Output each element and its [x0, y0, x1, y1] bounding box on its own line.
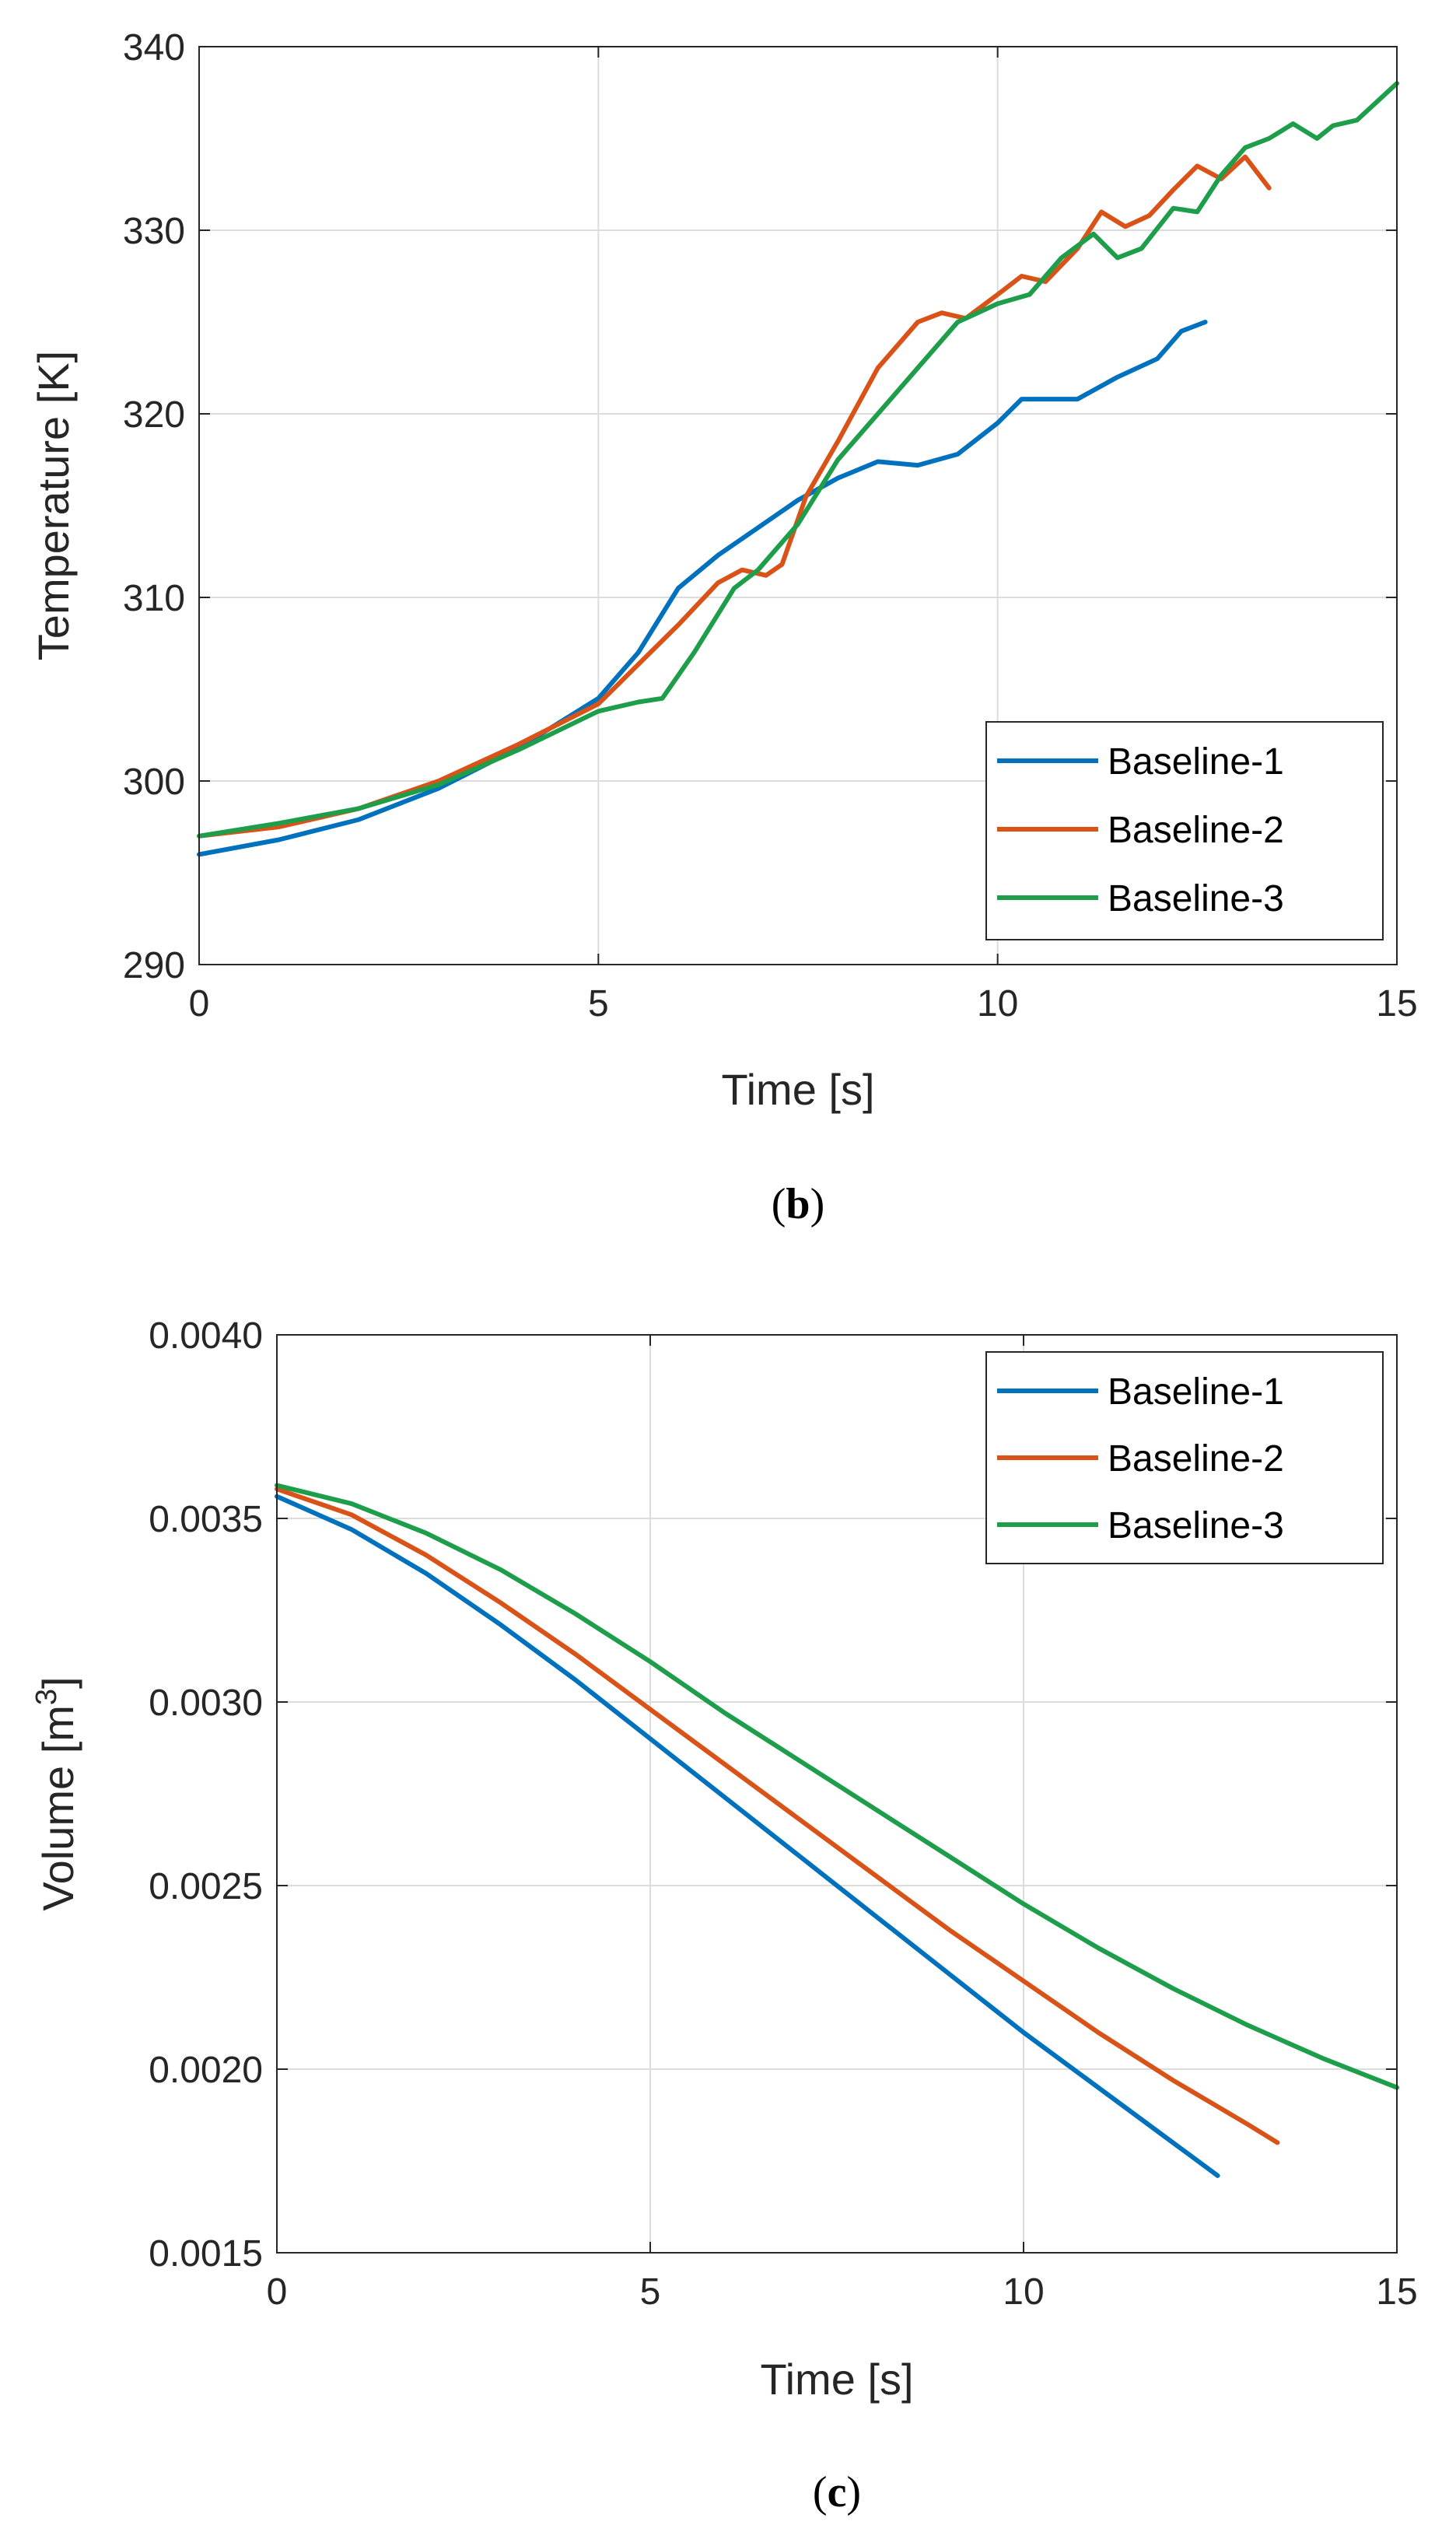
temperature-x-tick-label: 10 — [977, 983, 1018, 1024]
volume-x-axis-label: Time [s] — [760, 2355, 913, 2404]
volume-x-tick-label: 5 — [640, 2271, 661, 2313]
volume-y-tick-label: 0.0025 — [149, 1866, 263, 1907]
volume-y-axis-label: Volume [m3] — [30, 1676, 82, 1910]
volume-tick-labels: 0 5 10 15 0.0015 0.0020 0.0025 0.0030 0.0035 0.00… — [149, 1315, 1418, 2313]
volume-x-tick-label: 10 — [1003, 2271, 1044, 2313]
temperature-legend: Baseline-1 Baseline-2 Baseline-3 — [985, 721, 1384, 940]
temperature-tick-labels: 0 5 10 15 290 300 310 320 330 340 — [123, 27, 1418, 1024]
volume-legend-label-2: Baseline-2 — [1108, 1438, 1284, 1480]
volume-chart: 0 5 10 15 0.0015 0.0020 0.0025 0.0030 0.0035 0.00… — [30, 1315, 1418, 2516]
temperature-series-line-3 — [197, 81, 1399, 839]
temperature-y-axis-label: Temperature [K] — [29, 351, 78, 660]
temperature-series — [197, 81, 1399, 857]
temperature-x-axis-label: Time [s] — [721, 1065, 874, 1114]
volume-legend: Baseline-1 Baseline-2 Baseline-3 — [985, 1351, 1384, 1564]
volume-y-tick-label: 0.0040 — [149, 1315, 263, 1357]
volume-caption: (c) — [813, 2468, 861, 2516]
temperature-y-tick-label: 310 — [123, 578, 185, 619]
volume-series-line-2 — [275, 1487, 1280, 2145]
volume-x-tick-label: 15 — [1376, 2271, 1417, 2313]
volume-series — [275, 1483, 1399, 2178]
temperature-x-tick-label: 15 — [1376, 983, 1417, 1024]
volume-y-tick-label: 0.0015 — [149, 2233, 263, 2275]
temperature-series-line-2 — [197, 154, 1272, 839]
temperature-plot-frame — [198, 46, 1398, 965]
temperature-legend-label-3: Baseline-3 — [1108, 878, 1284, 919]
temperature-x-tick-label: 0 — [189, 983, 210, 1024]
volume-plot-frame — [276, 1334, 1398, 2254]
volume-series-line-3 — [275, 1483, 1399, 2090]
temperature-y-tick-label: 320 — [123, 394, 185, 436]
volume-y-tick-label: 0.0030 — [149, 1683, 263, 1724]
volume-y-tick-label: 0.0020 — [149, 2050, 263, 2091]
temperature-y-tick-label: 290 — [123, 945, 185, 986]
volume-series-line-1 — [275, 1494, 1220, 2178]
temperature-y-tick-label: 340 — [123, 27, 185, 68]
temperature-legend-label-2: Baseline-2 — [1108, 810, 1284, 851]
temperature-ticks — [198, 46, 1398, 965]
volume-x-tick-label: 0 — [267, 2271, 288, 2313]
temperature-legend-label-1: Baseline-1 — [1108, 741, 1284, 783]
temperature-y-tick-label: 330 — [123, 211, 185, 252]
volume-ticks — [276, 1334, 1398, 2254]
volume-legend-label-1: Baseline-1 — [1108, 1371, 1284, 1413]
temperature-chart: 0 5 10 15 290 300 310 320 330 340 Time [s] Temper… — [29, 27, 1418, 1228]
temperature-y-tick-label: 300 — [123, 762, 185, 803]
temperature-x-tick-label: 5 — [588, 983, 609, 1024]
temperature-grid — [199, 47, 1397, 965]
volume-y-tick-label: 0.0035 — [149, 1499, 263, 1540]
temperature-caption: (b) — [772, 1180, 824, 1228]
volume-legend-label-3: Baseline-3 — [1108, 1505, 1284, 1546]
